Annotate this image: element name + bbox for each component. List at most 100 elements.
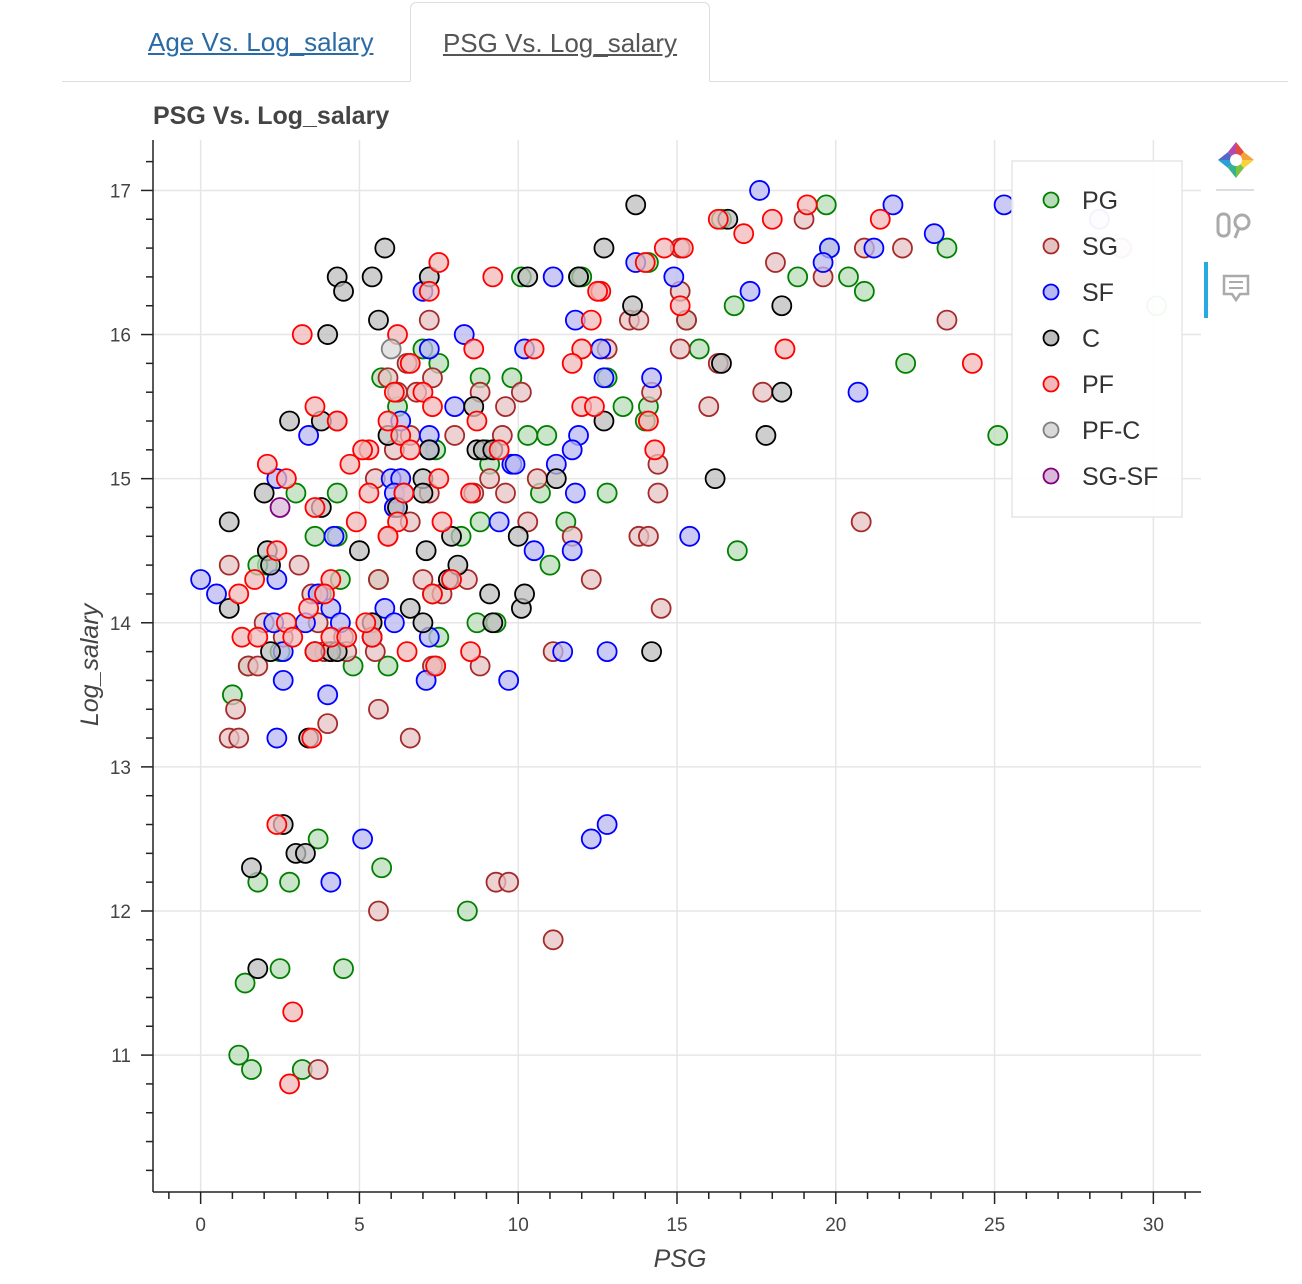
point-pf <box>358 482 380 504</box>
point-sf <box>323 525 345 547</box>
legend-marker <box>1042 329 1060 347</box>
legend-label: C <box>1082 325 1100 353</box>
point-sg <box>399 727 421 749</box>
point-sf <box>749 180 770 201</box>
point-pg <box>987 425 1009 446</box>
point-pg <box>723 295 745 317</box>
point-c <box>641 641 662 662</box>
toolbar-icons <box>1204 142 1254 318</box>
point-sg <box>479 468 501 490</box>
y-tick-label: 13 <box>110 758 131 779</box>
x-tick-label: 5 <box>354 1215 365 1236</box>
point-sf <box>374 597 396 619</box>
plot-toolbar <box>1204 138 1264 328</box>
x-tick-label: 20 <box>825 1215 846 1236</box>
point-sg <box>765 252 786 273</box>
x-tick-label: 0 <box>195 1215 206 1236</box>
point-sg <box>444 425 466 446</box>
point-pf <box>428 468 450 490</box>
point-pf <box>266 540 288 562</box>
point-pf <box>587 280 609 302</box>
point-pf <box>761 208 783 230</box>
point-sg <box>412 569 434 590</box>
point-sg <box>218 554 240 576</box>
tab-age-vs-log-salary[interactable]: Age Vs. Log_salary <box>148 27 374 57</box>
point-pf <box>298 597 320 619</box>
point-sf <box>552 641 574 662</box>
point-pf <box>352 439 374 461</box>
point-sg <box>368 569 389 590</box>
y-tick-label: 14 <box>110 614 132 635</box>
hover-tooltip-icon[interactable] <box>1222 274 1250 303</box>
legend-label: SG-SF <box>1082 463 1158 491</box>
point-sf <box>923 223 945 245</box>
axes: 0 5 10 15 20 25 30 11 12 13 14 15 16 17 <box>110 140 1201 1236</box>
point-c <box>545 468 567 490</box>
legend-marker <box>1042 467 1060 485</box>
point-sg <box>418 309 440 331</box>
point-pf <box>796 194 818 216</box>
point-pf <box>396 641 418 662</box>
point-pf <box>412 381 434 403</box>
point-pf <box>523 338 545 360</box>
point-sf <box>453 324 475 345</box>
point-sf <box>190 569 212 590</box>
point-c <box>771 295 793 317</box>
point-pf <box>669 295 691 317</box>
y-tick-label: 16 <box>110 326 131 347</box>
point-c <box>711 352 732 374</box>
point-sf <box>418 338 440 360</box>
point-pf <box>282 626 304 648</box>
point-pf <box>377 410 399 432</box>
point-c <box>412 612 434 634</box>
point-c <box>218 597 240 619</box>
bokeh-logo-icon[interactable] <box>1218 142 1254 178</box>
point-pf <box>961 352 983 374</box>
point-pf <box>256 453 278 475</box>
point-pg <box>815 194 837 216</box>
point-sg-sf <box>269 497 291 518</box>
point-c <box>568 266 589 288</box>
point-sg <box>368 698 389 720</box>
point-sf <box>679 525 701 547</box>
point-pf <box>390 425 412 446</box>
point-pf <box>869 208 891 230</box>
legend-label: PG <box>1082 187 1118 215</box>
point-pf <box>387 511 408 533</box>
point-pf <box>326 410 348 432</box>
tab-psg-vs-log-salary[interactable]: PSG Vs. Log_salary <box>410 2 710 82</box>
point-pf <box>488 439 510 461</box>
point-pf <box>561 352 583 374</box>
legend-label: SG <box>1082 233 1118 261</box>
x-tick-label: 30 <box>1143 1215 1164 1236</box>
point-sf <box>320 871 342 893</box>
point-c <box>482 612 504 634</box>
point-pg <box>241 1059 262 1080</box>
point-pf <box>228 583 250 605</box>
point-pf <box>571 338 593 360</box>
point-c <box>771 381 793 403</box>
point-c <box>418 439 440 461</box>
point-pf <box>377 525 399 547</box>
point-pf <box>304 497 326 518</box>
point-c <box>247 958 269 980</box>
point-pg <box>936 237 958 259</box>
point-pf <box>275 468 297 490</box>
point-c <box>279 410 300 432</box>
reset-zoom-icon[interactable] <box>1216 212 1251 239</box>
point-c <box>441 525 462 547</box>
x-tick-label: 10 <box>508 1215 529 1236</box>
point-sg <box>495 396 516 418</box>
point-pg <box>539 554 561 576</box>
point-pf <box>399 352 421 374</box>
legend-label: PF <box>1082 371 1114 399</box>
point-sg <box>850 511 872 533</box>
point-sf <box>206 583 227 605</box>
point-sf <box>561 540 583 562</box>
point-pf <box>460 641 481 662</box>
point-pf <box>282 1001 304 1023</box>
point-sf <box>863 237 885 259</box>
point-sf <box>352 828 374 850</box>
point-pf <box>339 453 361 475</box>
point-sg <box>542 929 564 951</box>
